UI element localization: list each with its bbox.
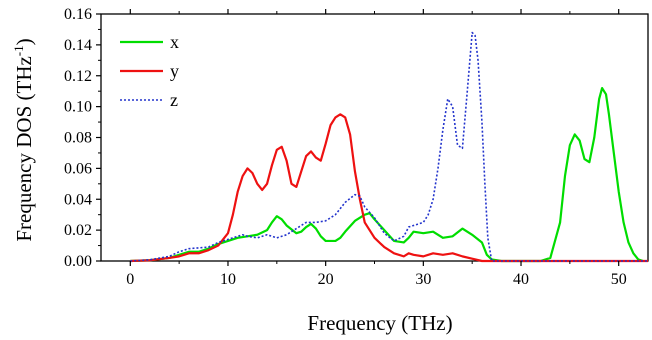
x-tick-label: 30 xyxy=(415,271,431,288)
ticks-layer: 0 10 20 30 40 50 0.00 0.02 0.04 0.06 0.08 0.10 0.12 0… xyxy=(64,6,627,288)
y-tick-label: 0.08 xyxy=(64,130,92,147)
y-axis-title-close: ) xyxy=(12,38,36,45)
y-tick-label: 0.04 xyxy=(64,191,92,208)
y-tick-label: 0.00 xyxy=(64,253,92,270)
plot-frame xyxy=(100,13,649,262)
x-tick-label: 40 xyxy=(513,271,529,288)
y-tick-label: 0.14 xyxy=(64,37,92,54)
y-axis-title-main: Frequency DOS (THz xyxy=(12,56,36,241)
legend-label-x: x xyxy=(170,32,179,52)
legend-label-y: y xyxy=(170,61,179,81)
x-axis-title: Frequency (THz) xyxy=(307,311,452,335)
y-axis-title-sup: -1 xyxy=(11,45,26,56)
x-tick-label: 50 xyxy=(611,271,627,288)
plot-border xyxy=(100,13,649,262)
y-tick-label: 0.10 xyxy=(64,99,92,116)
x-tick-label: 20 xyxy=(318,271,334,288)
y-tick-label: 0.06 xyxy=(64,160,92,177)
x-tick-label: 0 xyxy=(126,271,134,288)
series-line-y xyxy=(130,113,648,263)
y-tick-label: 0.02 xyxy=(64,222,92,239)
series-layer xyxy=(130,31,648,263)
legend: xyz xyxy=(120,32,179,110)
y-axis-title: Frequency DOS (THz-1) xyxy=(11,38,36,241)
series-line-z xyxy=(130,31,648,262)
y-tick-label: 0.12 xyxy=(64,68,92,85)
series-line-x xyxy=(130,87,644,263)
y-tick-label: 0.16 xyxy=(64,6,92,23)
x-tick-label: 10 xyxy=(220,271,236,288)
legend-label-z: z xyxy=(170,90,178,110)
